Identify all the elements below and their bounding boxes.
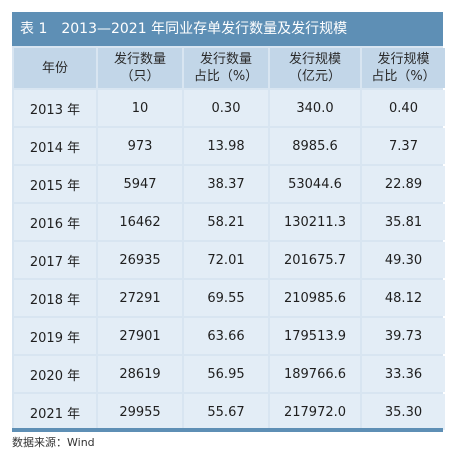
header-issue-count-share: 发行数量 占比（%） [184, 48, 268, 88]
cell-issue-scale-share: 49.30 [362, 242, 445, 278]
cell-issue-count: 5947 [98, 166, 182, 202]
cell-issue-count: 27901 [98, 318, 182, 354]
cell-issue-scale: 340.0 [270, 90, 360, 126]
table-header-row: 年份 发行数量 （只） 发行数量 占比（%） 发行规模 （亿元） 发行规模 占比… [14, 48, 445, 88]
cell-issue-count: 10 [98, 90, 182, 126]
cell-issue-scale: 210985.6 [270, 280, 360, 316]
cell-issue-scale-share: 33.36 [362, 356, 445, 392]
cell-year: 2016 年 [14, 204, 96, 240]
cell-issue-count-share: 58.21 [184, 204, 268, 240]
cell-issue-scale-share: 39.73 [362, 318, 445, 354]
cell-year: 2018 年 [14, 280, 96, 316]
cell-issue-scale-share: 35.30 [362, 394, 445, 430]
table-row: 2014 年 973 13.98 8985.6 7.37 [14, 128, 445, 164]
cell-issue-scale-share: 35.81 [362, 204, 445, 240]
cell-issue-scale: 179513.9 [270, 318, 360, 354]
cell-issue-scale: 53044.6 [270, 166, 360, 202]
cell-issue-count-share: 63.66 [184, 318, 268, 354]
cell-issue-scale-share: 22.89 [362, 166, 445, 202]
cell-year: 2015 年 [14, 166, 96, 202]
cell-issue-count: 16462 [98, 204, 182, 240]
cell-issue-scale-share: 0.40 [362, 90, 445, 126]
header-year: 年份 [14, 48, 96, 88]
cell-issue-scale: 189766.6 [270, 356, 360, 392]
cell-year: 2014 年 [14, 128, 96, 164]
data-table: 年份 发行数量 （只） 发行数量 占比（%） 发行规模 （亿元） 发行规模 占比… [12, 46, 447, 432]
cell-issue-scale: 8985.6 [270, 128, 360, 164]
data-table-container: 年份 发行数量 （只） 发行数量 占比（%） 发行规模 （亿元） 发行规模 占比… [12, 46, 445, 432]
cell-issue-count-share: 0.30 [184, 90, 268, 126]
cell-issue-scale-share: 48.12 [362, 280, 445, 316]
cell-year: 2020 年 [14, 356, 96, 392]
table-row: 2020 年 28619 56.95 189766.6 33.36 [14, 356, 445, 392]
table-row: 2018 年 27291 69.55 210985.6 48.12 [14, 280, 445, 316]
table-title: 表 1 2013—2021 年同业存单发行数量及发行规模 [12, 12, 443, 46]
cell-issue-count-share: 56.95 [184, 356, 268, 392]
cell-year: 2017 年 [14, 242, 96, 278]
table-row: 2013 年 10 0.30 340.0 0.40 [14, 90, 445, 126]
cell-issue-count-share: 69.55 [184, 280, 268, 316]
cell-year: 2019 年 [14, 318, 96, 354]
cell-issue-scale: 201675.7 [270, 242, 360, 278]
cell-issue-count: 26935 [98, 242, 182, 278]
cell-issue-count-share: 55.67 [184, 394, 268, 430]
cell-issue-count-share: 13.98 [184, 128, 268, 164]
table-row: 2019 年 27901 63.66 179513.9 39.73 [14, 318, 445, 354]
header-issue-count: 发行数量 （只） [98, 48, 182, 88]
cell-issue-scale: 217972.0 [270, 394, 360, 430]
cell-issue-scale: 130211.3 [270, 204, 360, 240]
header-issue-scale-share: 发行规模 占比（%） [362, 48, 445, 88]
cell-issue-count-share: 38.37 [184, 166, 268, 202]
cell-year: 2013 年 [14, 90, 96, 126]
table-row: 2021 年 29955 55.67 217972.0 35.30 [14, 394, 445, 430]
cell-year: 2021 年 [14, 394, 96, 430]
cell-issue-count: 27291 [98, 280, 182, 316]
footer-divider [12, 428, 443, 432]
cell-issue-count: 29955 [98, 394, 182, 430]
cell-issue-scale-share: 7.37 [362, 128, 445, 164]
header-issue-scale: 发行规模 （亿元） [270, 48, 360, 88]
table-row: 2015 年 5947 38.37 53044.6 22.89 [14, 166, 445, 202]
table-row: 2017 年 26935 72.01 201675.7 49.30 [14, 242, 445, 278]
table-row: 2016 年 16462 58.21 130211.3 35.81 [14, 204, 445, 240]
data-source-note: 数据来源：Wind [12, 436, 95, 449]
cell-issue-count: 28619 [98, 356, 182, 392]
cell-issue-count-share: 72.01 [184, 242, 268, 278]
cell-issue-count: 973 [98, 128, 182, 164]
